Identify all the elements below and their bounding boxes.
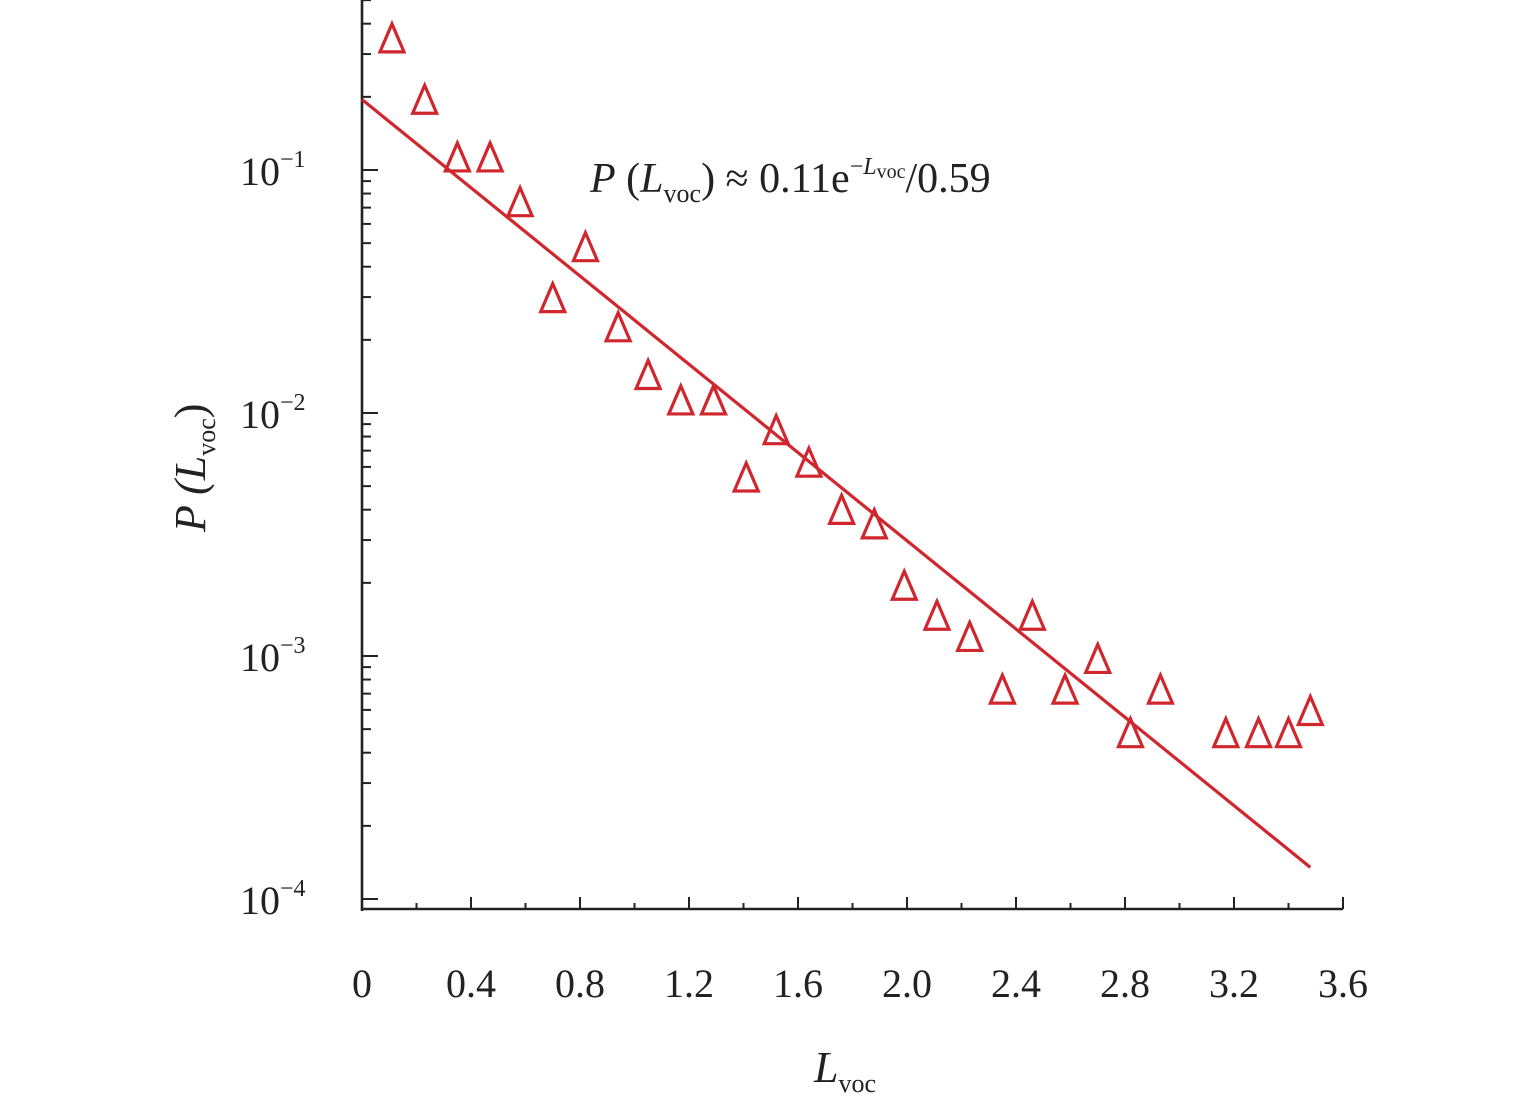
data-point-marker bbox=[987, 671, 1017, 705]
data-point-marker bbox=[794, 444, 824, 478]
x-tick-label: 0.8 bbox=[555, 961, 605, 1006]
x-axis-tick-labels: 0 0.4 0.8 1.2 1.6 2.0 2.4 2.8 3.2 3.6 bbox=[352, 961, 1368, 1006]
y-axis-major-ticks bbox=[362, 169, 378, 900]
data-point-marker bbox=[505, 183, 535, 218]
data-point-marker bbox=[922, 597, 952, 631]
exponential-fit-line bbox=[360, 98, 1312, 869]
x-tick-label: 0.4 bbox=[446, 961, 496, 1006]
data-point-marker bbox=[1295, 692, 1325, 727]
data-point-marker bbox=[377, 19, 407, 54]
y-tick-label: 10−4 bbox=[240, 876, 306, 923]
data-point-marker bbox=[1017, 597, 1047, 631]
data-point-marker bbox=[666, 381, 696, 416]
y-axis-minor-ticks bbox=[362, 0, 371, 827]
data-point-marker bbox=[1211, 714, 1241, 749]
x-tick-label: 2.4 bbox=[991, 961, 1041, 1006]
x-tick-label: 0 bbox=[352, 961, 372, 1006]
data-point-marker bbox=[731, 458, 761, 493]
data-point-marker bbox=[410, 81, 440, 115]
data-point-marker bbox=[955, 618, 985, 653]
data-point-marker bbox=[1274, 714, 1303, 749]
data-point-marker bbox=[571, 228, 600, 263]
data-point-marker bbox=[761, 411, 791, 446]
data-point-marker bbox=[1116, 714, 1145, 749]
y-tick-label: 10−1 bbox=[240, 147, 306, 194]
data-point-marker bbox=[1244, 714, 1273, 749]
fit-equation-annotation: P (Lvoc) ≈ 0.11e−Lvoc/0.59 bbox=[589, 154, 991, 208]
y-tick-label: 10−3 bbox=[240, 633, 306, 680]
x-axis-title: Lvoc bbox=[813, 1043, 876, 1098]
data-point-marker bbox=[1145, 671, 1175, 705]
y-axis-title: P (Lvoc) bbox=[166, 404, 221, 533]
data-markers bbox=[377, 19, 1325, 749]
x-axis-ticks bbox=[361, 897, 1344, 909]
x-tick-label: 3.6 bbox=[1318, 961, 1368, 1006]
data-point-marker bbox=[859, 505, 889, 540]
data-point-marker bbox=[603, 308, 633, 343]
data-point-marker bbox=[1083, 640, 1113, 675]
x-tick-label: 3.2 bbox=[1209, 961, 1259, 1006]
x-tick-label: 1.2 bbox=[664, 961, 714, 1006]
data-point-marker bbox=[889, 567, 919, 601]
data-point-marker bbox=[827, 491, 857, 525]
data-point-marker bbox=[699, 381, 728, 416]
data-point-marker bbox=[475, 138, 505, 173]
data-point-marker bbox=[1050, 671, 1080, 705]
x-tick-label: 2.0 bbox=[882, 961, 932, 1006]
data-point-marker bbox=[442, 138, 472, 173]
y-tick-label: 10−2 bbox=[240, 390, 306, 437]
x-tick-label: 1.6 bbox=[773, 961, 823, 1006]
data-point-marker bbox=[633, 356, 663, 391]
x-tick-label: 2.8 bbox=[1100, 961, 1150, 1006]
data-point-marker bbox=[538, 279, 568, 314]
y-axis-tick-labels: 10−1 10−2 10−3 10−4 bbox=[240, 147, 306, 923]
